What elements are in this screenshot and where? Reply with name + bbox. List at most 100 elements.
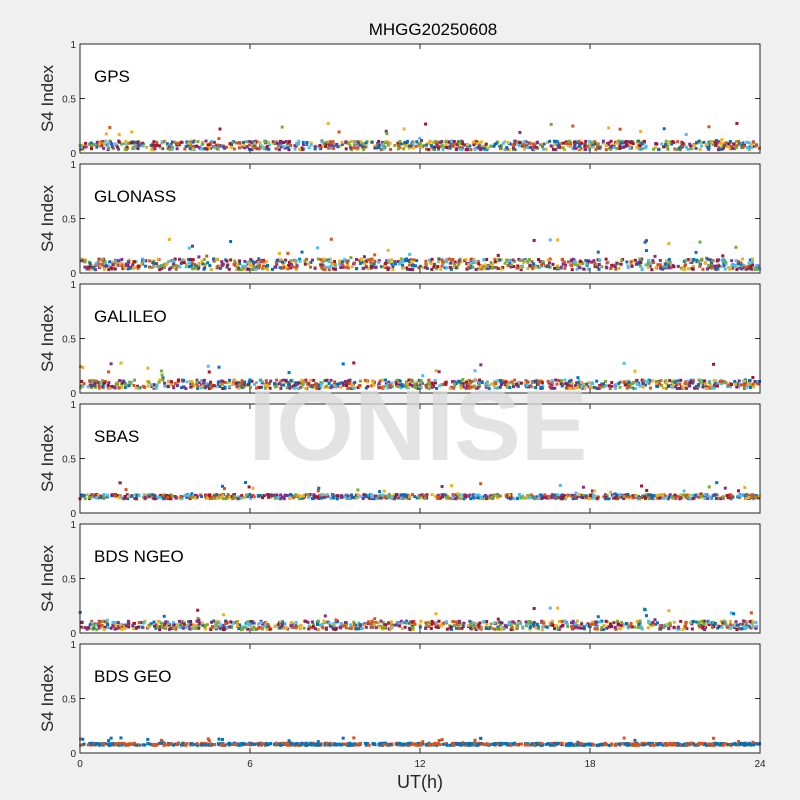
data-point [652, 497, 656, 501]
data-point [646, 265, 650, 269]
data-point [356, 493, 360, 497]
data-point [622, 736, 626, 740]
axes-background [80, 164, 760, 273]
data-point [707, 143, 711, 147]
data-point [540, 386, 544, 390]
data-point [476, 386, 480, 390]
data-point [675, 383, 679, 387]
data-point [651, 741, 655, 745]
data-point [200, 621, 204, 625]
data-point [691, 619, 695, 623]
data-point [164, 496, 168, 500]
data-point [396, 143, 400, 147]
data-point [87, 265, 91, 269]
data-point [592, 259, 596, 263]
data-point [493, 627, 497, 631]
data-point [561, 623, 565, 627]
data-point [203, 262, 207, 266]
data-point [197, 618, 201, 622]
data-point [177, 496, 181, 500]
data-point [692, 143, 696, 147]
data-point [316, 622, 320, 626]
data-point [572, 497, 576, 501]
data-point [521, 264, 525, 268]
data-point [90, 385, 94, 389]
data-point [362, 255, 366, 259]
data-point [386, 259, 390, 263]
data-point [549, 144, 553, 148]
data-point [454, 620, 458, 624]
data-point [431, 141, 435, 145]
data-point [303, 262, 307, 266]
data-point [553, 627, 557, 631]
data-point [686, 267, 690, 271]
data-point [167, 237, 171, 241]
data-point [405, 619, 409, 623]
data-point [421, 374, 425, 378]
data-point [431, 382, 435, 386]
data-point [607, 126, 611, 130]
data-point [312, 385, 316, 389]
data-point [509, 263, 513, 267]
data-point [272, 493, 276, 497]
data-point [223, 386, 227, 390]
data-point [282, 622, 286, 626]
data-point [747, 147, 751, 151]
data-point [751, 375, 755, 379]
data-point [458, 257, 462, 261]
data-point [152, 496, 156, 500]
data-point [288, 496, 292, 500]
data-point [476, 267, 480, 271]
data-point [89, 381, 93, 385]
data-point [735, 382, 739, 386]
data-point [99, 496, 103, 500]
data-point [245, 260, 249, 264]
data-point [740, 263, 744, 267]
data-point [551, 147, 555, 151]
data-point [658, 624, 662, 628]
data-point [347, 626, 351, 630]
data-point [121, 267, 125, 271]
data-point [217, 737, 221, 741]
data-point [113, 494, 117, 498]
data-point [393, 497, 397, 501]
data-point [493, 380, 497, 384]
y-tick-label: 1 [70, 520, 76, 531]
data-point [242, 140, 246, 144]
data-point [191, 495, 195, 499]
data-point [333, 380, 337, 384]
data-point [171, 259, 175, 263]
data-point [250, 379, 254, 383]
data-point [184, 387, 188, 391]
data-point [467, 386, 471, 390]
data-point [161, 147, 165, 151]
data-point [167, 259, 171, 263]
data-point [241, 627, 245, 631]
data-point [660, 142, 664, 146]
data-point [662, 145, 666, 149]
data-point [133, 142, 137, 146]
data-point [434, 612, 438, 616]
data-point [734, 620, 738, 624]
data-point [252, 143, 256, 147]
data-point [215, 621, 219, 625]
data-point [570, 626, 574, 630]
data-point [730, 263, 734, 267]
data-point [563, 494, 567, 498]
data-point [275, 493, 279, 497]
data-point [656, 385, 660, 389]
data-point [537, 266, 541, 270]
data-point [430, 385, 434, 389]
data-point [489, 261, 493, 265]
data-point [83, 265, 87, 269]
data-point [399, 257, 403, 261]
data-point [506, 496, 510, 500]
data-point [356, 146, 360, 150]
data-point [216, 496, 220, 500]
data-point [144, 493, 148, 497]
data-point [305, 141, 309, 145]
data-point [237, 266, 241, 270]
data-point [437, 370, 441, 374]
data-point [317, 387, 321, 391]
data-point [158, 378, 162, 382]
